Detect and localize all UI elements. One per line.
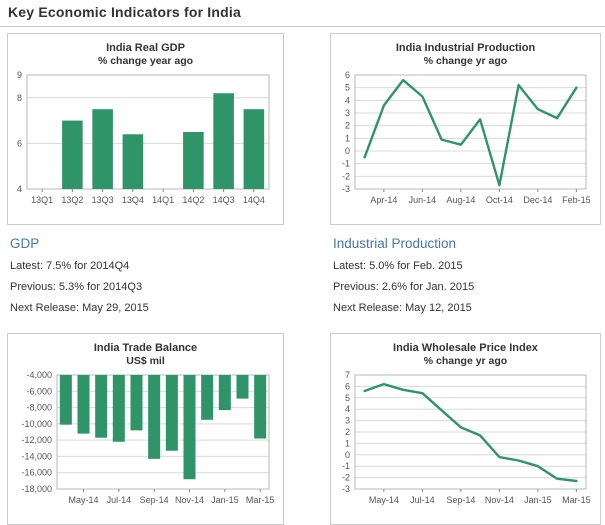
section-industrial-production: Industrial Production Latest: 5.0% for F… (333, 236, 605, 323)
gdp-latest: Latest: 7.5% for 2014Q4 (10, 260, 130, 272)
svg-text:Apr-14: Apr-14 (370, 195, 397, 205)
svg-text:2: 2 (345, 427, 350, 437)
svg-text:-14,000: -14,000 (21, 451, 52, 461)
chart-subtitle: % change yr ago (423, 55, 508, 67)
svg-text:1: 1 (345, 133, 350, 143)
svg-text:6: 6 (17, 138, 22, 148)
svg-text:9: 9 (17, 70, 22, 80)
chart-panel-trade-balance[interactable]: India Trade Balance US$ mil -18,000 -16,0… (7, 333, 284, 525)
chart-subtitle: % change yr ago (423, 355, 508, 367)
svg-text:Nov-14: Nov-14 (485, 495, 514, 505)
svg-text:14Q2: 14Q2 (182, 195, 204, 205)
svg-text:Dec-14: Dec-14 (523, 195, 552, 205)
ip-next-release: Next Release: May 12, 2015 (333, 302, 472, 314)
chart-panel-industrial-production[interactable]: India Industrial Production % change yr … (330, 33, 601, 225)
svg-text:5: 5 (345, 393, 350, 403)
industrial-production-line-chart: -3 -2 -1 0 1 2 3 4 5 6 Apr-14 Jun-14 Aug-14 Oct-14 Dec… (342, 70, 591, 205)
svg-text:3: 3 (345, 416, 350, 426)
svg-text:4: 4 (17, 184, 22, 194)
svg-text:4: 4 (345, 95, 350, 105)
svg-text:6: 6 (345, 70, 350, 80)
gdp-previous: Previous: 5.3% for 2014Q3 (10, 281, 143, 293)
ip-previous: Previous: 2.6% for Jan. 2015 (333, 281, 475, 293)
wholesale-price-index-line-chart: -3-2 -10 123 45 67 May-14 Jul-14 Sep-14 Nov-14 Ja… (342, 370, 591, 505)
industrial-production-link[interactable]: Industrial Production (333, 236, 457, 251)
section-gdp: GDP Latest: 7.5% for 2014Q4 Previous: 5.… (10, 236, 295, 323)
svg-text:-3: -3 (342, 484, 350, 494)
svg-text:14Q4: 14Q4 (243, 195, 265, 205)
title-divider (0, 26, 605, 27)
svg-text:Nov-14: Nov-14 (175, 495, 204, 505)
svg-text:May-14: May-14 (68, 495, 98, 505)
svg-text:4: 4 (345, 404, 350, 414)
chart-title: India Real GDP (106, 42, 185, 54)
svg-text:-18,000: -18,000 (21, 484, 52, 494)
svg-text:-1: -1 (342, 461, 350, 471)
svg-text:-6,000: -6,000 (26, 386, 52, 396)
gdp-link[interactable]: GDP (10, 236, 40, 251)
svg-text:-12,000: -12,000 (21, 435, 52, 445)
real-gdp-bar-chart: 4 6 8 9 13Q1 13Q2 13Q3 13Q4 14Q1 14Q2 14Q3 14Q4 (17, 70, 270, 205)
svg-text:May-14: May-14 (369, 495, 399, 505)
svg-text:-16,000: -16,000 (21, 468, 52, 478)
svg-text:13Q4: 13Q4 (122, 195, 144, 205)
chart-subtitle: US$ mil (126, 355, 165, 367)
svg-text:Feb-15: Feb-15 (562, 195, 591, 205)
svg-text:-3: -3 (342, 184, 350, 194)
chart-subtitle: % change year ago (97, 55, 194, 67)
page-title: Key Economic Indicators for India (8, 4, 241, 20)
chart-title: India Wholesale Price Index (393, 342, 538, 354)
svg-text:2: 2 (345, 121, 350, 131)
chart-panel-real-gdp[interactable]: India Real GDP % change year ago 4 6 8 9 13Q… (7, 33, 284, 225)
svg-text:13Q1: 13Q1 (31, 195, 53, 205)
svg-text:Jul-14: Jul-14 (410, 495, 435, 505)
svg-text:Jun-14: Jun-14 (409, 195, 437, 205)
svg-text:-8,000: -8,000 (26, 403, 52, 413)
svg-text:7: 7 (345, 370, 350, 380)
svg-text:Jul-14: Jul-14 (107, 495, 132, 505)
svg-text:Aug-14: Aug-14 (446, 195, 475, 205)
svg-text:Sep-14: Sep-14 (446, 495, 475, 505)
svg-text:0: 0 (345, 450, 350, 460)
svg-text:-2: -2 (342, 171, 350, 181)
svg-text:13Q2: 13Q2 (61, 195, 83, 205)
chart-title: India Industrial Production (395, 42, 536, 54)
svg-text:8: 8 (17, 93, 22, 103)
svg-text:-4,000: -4,000 (26, 370, 52, 380)
svg-text:Mar-15: Mar-15 (562, 495, 591, 505)
svg-text:-2: -2 (342, 473, 350, 483)
svg-text:Oct-14: Oct-14 (486, 195, 513, 205)
svg-text:5: 5 (345, 83, 350, 93)
chart-panel-wholesale-price-index[interactable]: India Wholesale Price Index % change yr … (330, 333, 601, 525)
svg-text:1: 1 (345, 438, 350, 448)
svg-text:14Q1: 14Q1 (152, 195, 174, 205)
ip-latest: Latest: 5.0% for Feb. 2015 (333, 260, 463, 272)
svg-text:13Q3: 13Q3 (92, 195, 114, 205)
svg-text:Mar-15: Mar-15 (246, 495, 275, 505)
gdp-next-release: Next Release: May 29, 2015 (10, 302, 149, 314)
svg-text:3: 3 (345, 108, 350, 118)
trade-balance-bar-chart: -18,000 -16,000 -14,000 -12,000 -10,000 -8,00… (21, 370, 275, 505)
chart-title: India Trade Balance (93, 342, 198, 354)
svg-text:6: 6 (345, 381, 350, 391)
svg-text:Jan-15: Jan-15 (211, 495, 239, 505)
svg-text:-10,000: -10,000 (21, 419, 52, 429)
svg-text:Jan-15: Jan-15 (524, 495, 552, 505)
svg-text:Sep-14: Sep-14 (140, 495, 169, 505)
svg-text:14Q3: 14Q3 (213, 195, 235, 205)
svg-text:0: 0 (345, 146, 350, 156)
svg-text:-1: -1 (342, 159, 350, 169)
